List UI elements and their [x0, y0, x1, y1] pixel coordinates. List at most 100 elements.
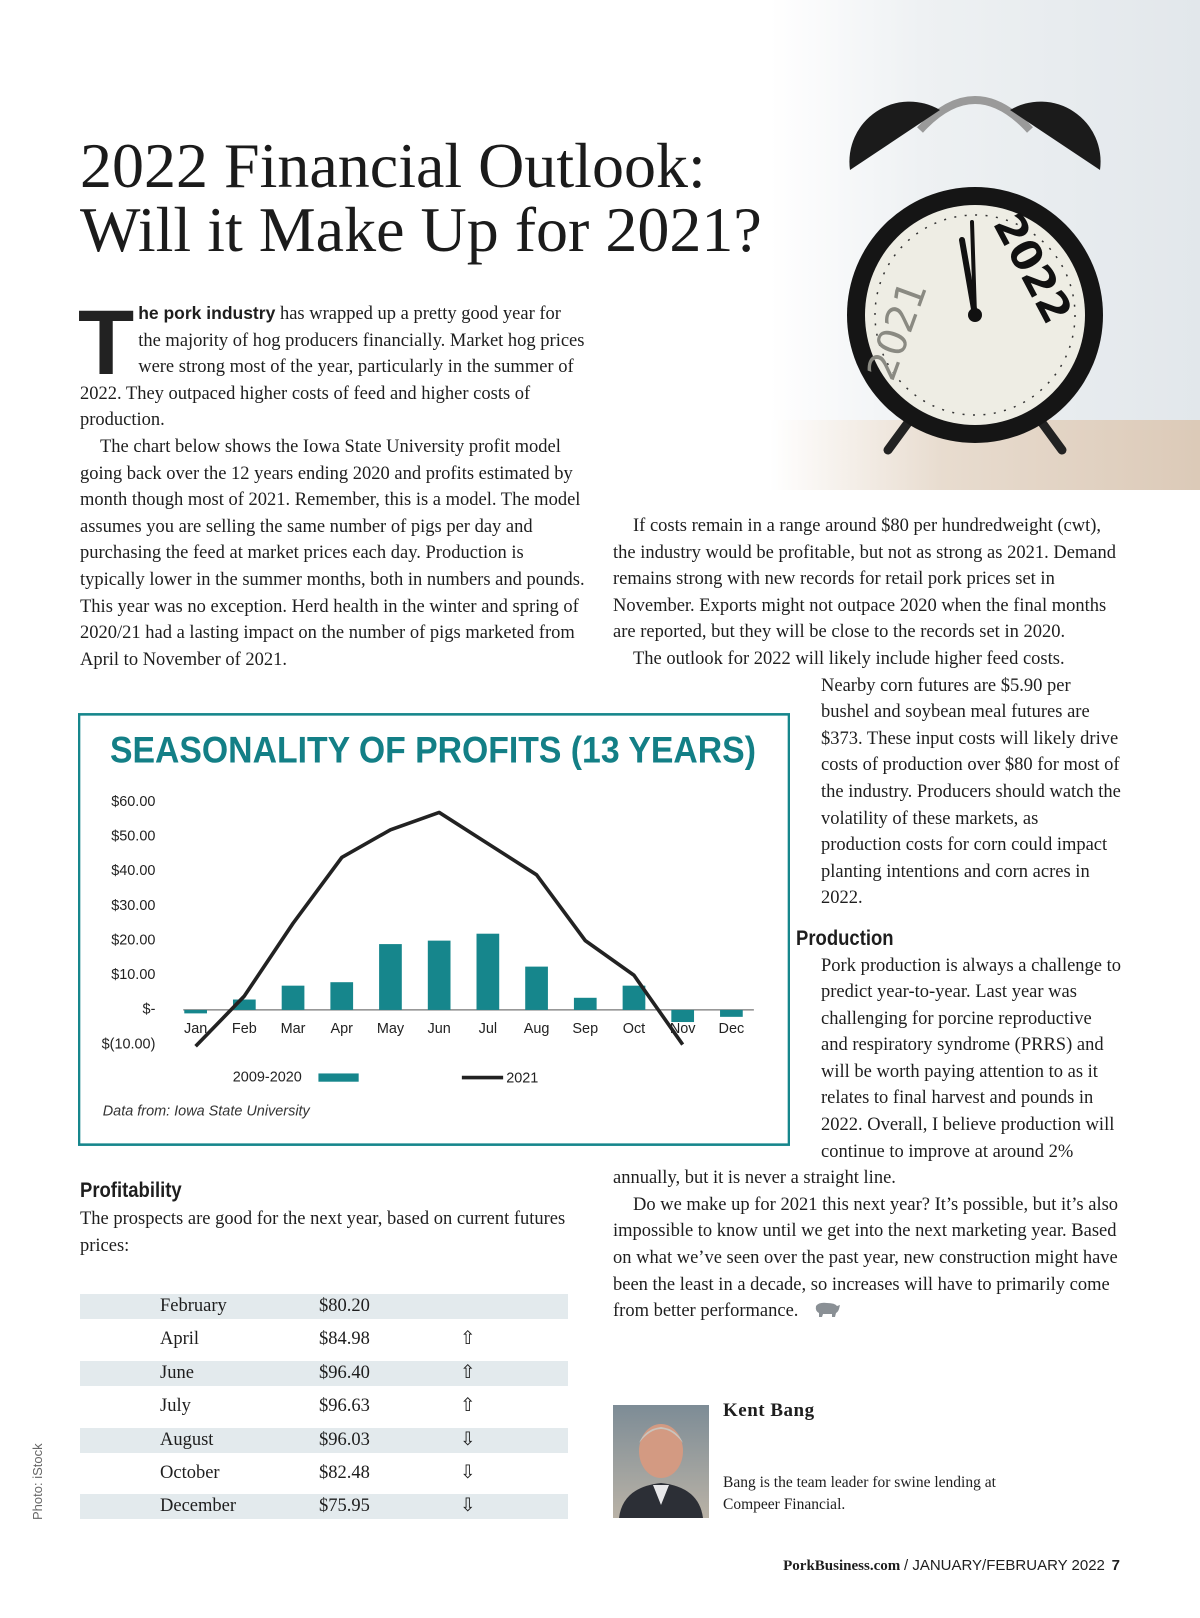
table-cell: October — [160, 1463, 220, 1483]
author-photo — [613, 1405, 709, 1518]
table-cell: $96.40 — [319, 1362, 370, 1383]
row-shade — [80, 1360, 568, 1386]
bar — [330, 982, 354, 1010]
table-cell: February — [160, 1296, 227, 1316]
paragraph: The chart below shows the Iowa State Uni… — [80, 436, 585, 670]
lead-in: he pork industry — [138, 303, 276, 323]
table-row: February $80.20 — [80, 1290, 568, 1323]
table-cell: April — [160, 1329, 200, 1350]
y-tick-label: $30.00 — [111, 898, 155, 914]
chart-title: SEASONALITY OF PROFITS (13 YEARS) — [110, 728, 756, 770]
footer-site: PorkBusiness.com — [783, 1558, 901, 1574]
table-cell: $80.20 — [319, 1296, 370, 1316]
table-cell: August — [160, 1429, 214, 1450]
y-tick-label: $60.00 — [111, 794, 155, 810]
bar — [184, 1009, 207, 1014]
x-tick-label: Oct — [623, 1021, 645, 1037]
price-table: February $80.20 April $84.98 ⇧ June $96.40 ⇧ Jul… — [80, 1290, 568, 1530]
x-tick-label: Dec — [719, 1021, 745, 1037]
table-cell: $84.98 — [319, 1329, 370, 1350]
table-row: July $96.63 ⇧ — [80, 1390, 568, 1423]
table-cell: $82.48 — [319, 1463, 370, 1483]
bar — [720, 1009, 743, 1017]
table-row: October $82.48 ⇩ — [80, 1457, 568, 1490]
bar — [379, 944, 402, 1010]
x-tick-label: Jan — [184, 1021, 207, 1037]
x-tick-label: Aug — [524, 1021, 550, 1037]
bar — [671, 1009, 695, 1023]
paragraph-text: Do we make up for 2021 this next year? I… — [613, 1194, 1119, 1322]
chart: SEASONALITY OF PROFITS (13 YEARS) Data f… — [78, 713, 790, 1146]
y-tick-label: $40.00 — [111, 863, 155, 879]
chart-frame — [78, 713, 790, 1146]
paragraph: Do we make up for 2021 this next year? I… — [613, 1192, 1123, 1325]
bar — [232, 999, 256, 1010]
bar — [281, 985, 305, 1010]
footer: PorkBusiness.com / JANUARY/FEBRUARY 2022… — [783, 1557, 1120, 1575]
photo-credit: Photo: iStock — [30, 1443, 45, 1520]
legend-label: 2009-2020 — [233, 1069, 302, 1085]
clock-photo: 2021 2022 — [770, 0, 1200, 490]
table-cell: ⇩ — [460, 1463, 476, 1483]
footer-issue: / JANUARY/FEBRUARY 2022 — [903, 1557, 1105, 1574]
row-shade — [80, 1294, 568, 1319]
table-cell: December — [160, 1496, 237, 1517]
pig-icon — [815, 1303, 841, 1318]
paragraph: If costs remain in a range around $80 pe… — [613, 516, 1117, 643]
paragraph: The prospects are good for the next year… — [80, 1209, 566, 1256]
bar — [573, 997, 597, 1010]
x-tick-label: Jun — [428, 1021, 451, 1037]
y-tick-label: $50.00 — [111, 829, 155, 845]
y-tick-label: $20.00 — [111, 932, 155, 948]
headline-line: Will it Make Up for 2021? — [80, 194, 762, 265]
table-cell: July — [160, 1396, 191, 1417]
bar — [427, 940, 451, 1010]
table-row: December $75.95 ⇩ — [80, 1490, 568, 1523]
legend-swatch — [318, 1073, 359, 1082]
legend-label: 2021 — [506, 1070, 538, 1086]
x-tick-label: Apr — [331, 1021, 354, 1037]
x-tick-label: Jul — [479, 1021, 497, 1037]
row-shade — [80, 1427, 568, 1453]
table-cell: ⇧ — [460, 1362, 476, 1383]
table-cell: June — [160, 1362, 194, 1383]
section-heading: Profitability — [80, 1179, 182, 1202]
author-bio: Bang is the team leader for swine lendin… — [723, 1474, 996, 1513]
y-tick-label: $- — [143, 1002, 156, 1018]
headline: 2022 Financial Outlook: Will it Make Up … — [80, 134, 762, 262]
line — [194, 810, 685, 1048]
table-cell: ⇧ — [460, 1329, 476, 1350]
row-shade — [80, 1494, 568, 1520]
drop-cap: T — [78, 292, 135, 394]
table-cell: ⇩ — [460, 1429, 476, 1450]
x-tick-label: May — [377, 1021, 405, 1037]
bar — [525, 966, 548, 1010]
table-cell: $96.63 — [319, 1396, 370, 1417]
x-tick-label: Sep — [572, 1021, 598, 1037]
right-column: If costs remain in a range around $80 pe… — [613, 513, 1123, 1325]
paragraph-text: has wrapped up a pretty good year for th… — [80, 304, 585, 431]
section-heading: Production — [796, 926, 894, 950]
headline-line: 2022 Financial Outlook: — [80, 130, 706, 201]
table-cell: ⇩ — [460, 1496, 476, 1517]
y-tick-label: $(10.00) — [102, 1036, 156, 1052]
table-row: June $96.40 ⇧ — [80, 1357, 568, 1390]
table-cell: $96.03 — [319, 1429, 370, 1450]
chart-source: Data from: Iowa State University — [103, 1103, 311, 1119]
x-tick-label: Mar — [281, 1021, 306, 1037]
paragraph: Pork production is always a challenge to… — [613, 955, 1122, 1189]
table-row: August $96.03 ⇩ — [80, 1424, 568, 1457]
clock: 2021 2022 — [847, 96, 1103, 455]
paragraph: The outlook for 2022 will likely include… — [633, 648, 1121, 909]
table-cell: $75.95 — [319, 1496, 370, 1517]
bar — [476, 933, 500, 1010]
bar — [622, 985, 646, 1010]
page-number: 7 — [1111, 1557, 1120, 1574]
table-cell: ⇧ — [460, 1396, 476, 1417]
author-name: Kent Bang — [723, 1400, 815, 1421]
y-tick-label: $10.00 — [111, 967, 155, 983]
table-row: April $84.98 ⇧ — [80, 1323, 568, 1356]
